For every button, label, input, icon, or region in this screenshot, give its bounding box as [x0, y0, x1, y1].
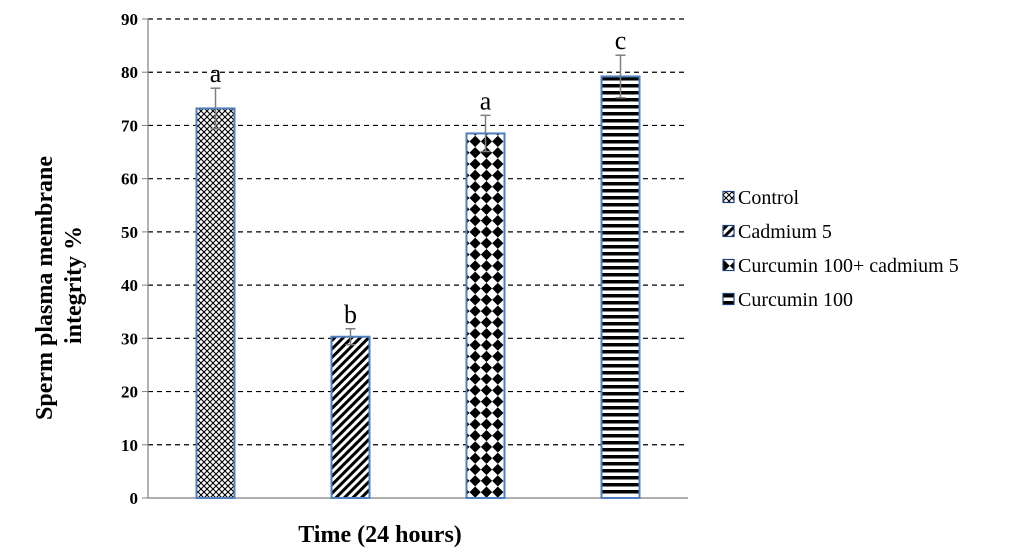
y-axis-title-line-1: Sperm plasma membrane [32, 156, 58, 420]
significance-letter-2: b [344, 300, 357, 329]
gridlines [148, 18, 688, 446]
y-tick-label: 0 [130, 489, 139, 508]
legend-swatch [722, 258, 735, 272]
y-tick-label: 80 [121, 63, 138, 82]
y-tick-label: 60 [121, 170, 138, 189]
bar-2 [330, 335, 371, 499]
legend-label: Control [738, 187, 800, 209]
legend-item-2: Cadmium 5 [722, 221, 832, 243]
legend: Control Cadmium 5 Curcumin 100+ cadmium 5 C… [722, 187, 959, 311]
legend-item-1: Control [722, 187, 800, 209]
y-axis-title-line-2: integrity % [61, 226, 87, 344]
y-tick-label: 40 [121, 276, 138, 295]
y-tick-label: 90 [121, 10, 138, 29]
bar-1 [195, 107, 236, 499]
legend-label: Curcumin 100 [738, 289, 853, 311]
bars: a b a c [195, 26, 641, 500]
y-tick-label: 10 [121, 436, 138, 455]
significance-letter-1: a [210, 59, 222, 88]
legend-swatch [722, 292, 735, 306]
legend-item-4: Curcumin 100 [722, 289, 853, 311]
y-tick-label: 50 [121, 223, 138, 242]
error-bar-1 [210, 87, 221, 130]
axes: 0 10 20 30 40 50 60 70 80 90 [121, 10, 688, 508]
y-tick-label: 70 [121, 116, 138, 135]
legend-swatch [722, 190, 735, 204]
legend-label: Curcumin 100+ cadmium 5 [738, 255, 959, 277]
significance-letter-4: c [615, 26, 627, 55]
legend-item-3: Curcumin 100+ cadmium 5 [722, 255, 959, 277]
error-bar-4 [615, 54, 626, 99]
significance-letter-3: a [480, 86, 492, 115]
y-tick-label: 20 [121, 383, 138, 402]
error-bar-2 [345, 328, 356, 346]
y-tick-label: 30 [121, 329, 138, 348]
x-axis-title: Time (24 hours) [298, 522, 462, 548]
bar-3 [465, 132, 506, 500]
error-bar-3 [480, 114, 491, 153]
legend-label: Cadmium 5 [738, 221, 832, 243]
legend-swatch [722, 224, 735, 238]
bar-4 [600, 75, 641, 499]
y-axis-title: Sperm plasma membrane integrity % [32, 150, 87, 420]
